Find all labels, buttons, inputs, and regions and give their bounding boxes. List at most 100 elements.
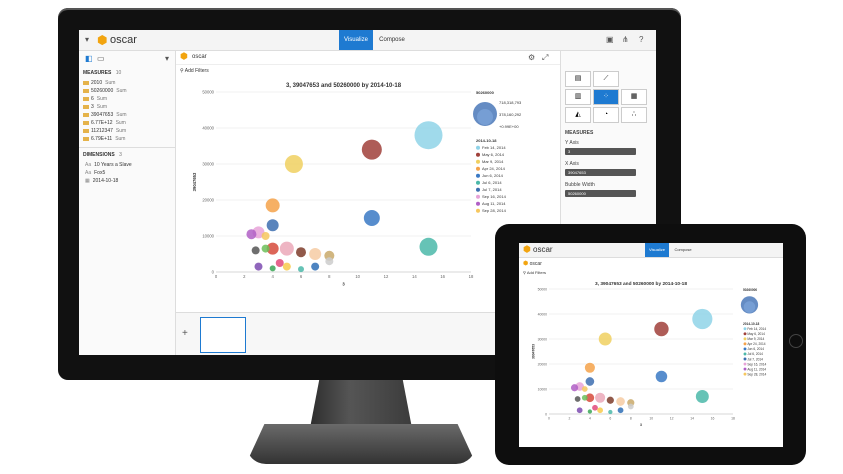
add-icon[interactable]: + [182,328,188,339]
color-legend-label: Sep 16, 2014 [482,194,507,199]
chart-type-scatter[interactable]: ∴ [621,107,647,123]
y-axis-field[interactable]: 3 [565,148,636,155]
share-icon[interactable]: ⋔ [622,35,629,44]
measure-icon [83,96,89,101]
tablet-x-tick-label: 16 [711,416,715,420]
chart-type-bubble[interactable]: ⁘ [593,89,619,105]
y-tick-label: 0 [212,270,215,275]
tablet-y-tick-label: 40000 [538,313,548,317]
tablet-y-axis-title: 39047653 [532,344,536,359]
chart-type-pie[interactable]: ◔ [593,107,619,123]
tab-compose[interactable]: Compose [379,37,405,43]
measure-item[interactable]: 3 Sum [83,103,127,111]
tablet-bubble-point [592,404,598,411]
expand-icon[interactable]: ⤢ [542,53,549,62]
dimension-item[interactable]: ▦ 2014-10-18 [85,178,119,184]
measure-icon [83,80,89,85]
size-legend-title: 50260000 [476,90,495,95]
tablet-tab-visualize[interactable]: Visualize [645,243,669,257]
color-legend-label: Feb 14, 2014 [482,145,506,150]
measure-icon [83,120,89,125]
color-legend-swatch [476,208,480,213]
measures-header: MEASURES 10 [83,70,122,76]
chart-type-bar[interactable]: ▤ [565,71,591,87]
color-legend-label: Jul 6, 2014 [482,180,502,185]
text-dimension-icon: Aa [85,162,92,168]
measure-item[interactable]: 39047653 Sum [83,111,127,119]
filter-icon: ⚲ [180,68,184,74]
measure-item[interactable]: 2010 Sum [83,79,127,87]
tablet-color-legend-swatch [743,367,747,371]
dropdown-icon[interactable]: ▾ [165,54,170,63]
add-filters[interactable]: ⚲ Add Filters [180,68,209,74]
home-button [789,334,803,348]
bubble-point [414,121,443,150]
tablet-color-legend-swatch [743,362,747,366]
chart-type-line[interactable]: ⟋ [593,71,619,87]
tablet-x-tick-label: 4 [589,416,591,420]
color-legend-swatch [476,145,480,150]
measure-item[interactable]: 6 Sum [83,95,127,103]
dimension-item[interactable]: Aa Fox5 [85,170,106,176]
measure-item[interactable]: 11212347 Sum [83,127,127,135]
tablet-bubble-point [617,407,624,414]
bubble-point [266,242,279,255]
tablet-doc-logo-icon: ⬢ [523,261,529,267]
measure-icon [83,88,89,93]
tablet-tab-compose[interactable]: Compose [674,247,692,252]
tablet-color-legend-swatch [743,332,747,336]
x-axis-label: X Axis [565,161,579,167]
tab-visualize[interactable]: Visualize [339,30,373,50]
text-dimension-icon: Aa [85,170,92,176]
tablet-topbar: ⬢ oscar Visualize Compose [519,243,783,258]
calendar-icon[interactable]: ▭ [97,54,105,63]
bubble-point [419,237,438,256]
measure-item[interactable]: 6.77E+12 Sum [83,119,127,127]
measure-item[interactable]: 6.79E+11 Sum [83,135,127,143]
x-tick-label: 16 [440,274,445,279]
bubble-point [309,248,322,260]
chart-type-treemap[interactable]: ▦ [621,89,647,105]
panel-icon[interactable]: ◧ [85,54,93,63]
tablet-color-legend-label: Mar 9, 2014 [747,337,764,341]
x-tick-label: 6 [300,274,303,279]
tablet-x-tick-label: 10 [649,416,653,420]
chart-type-area[interactable]: ◭ [565,107,591,123]
bubble-width-field[interactable]: 50260000 [565,190,636,197]
chart-type-column[interactable]: ▥ [565,89,591,105]
tablet-color-legend-swatch [743,342,747,346]
settings-icon[interactable]: ⚙ [528,53,536,62]
tablet-y-tick-label: 10000 [538,388,548,392]
tablet-color-legend-label: May 6, 2014 [747,332,765,336]
tablet-screen: ⬢ oscar Visualize Compose ⬢ oscar ⚲ Add … [519,243,783,447]
app-topbar: ▾ ⬢ oscar Visualize Compose ▣ ⋔ ? [79,30,656,51]
tablet-color-legend-label: Jul 7, 2014 [747,357,763,361]
tablet-bubble-point [570,384,579,392]
bubble-point [251,246,260,255]
color-legend-swatch [476,187,480,192]
color-legend-label: Jul 7, 2014 [482,187,502,192]
measure-item[interactable]: 50260000 Sum [83,87,127,95]
color-legend-swatch [476,180,480,185]
tablet-add-filters[interactable]: ⚲ Add Filters [523,270,546,275]
print-icon[interactable]: ▣ [606,35,614,44]
dimension-item[interactable]: Aa 10 Years a Slave [85,162,132,168]
tablet-color-legend-label: Sep 16, 2014 [747,362,766,366]
bubble-chart: 3, 39047653 and 50260000 by 2014-10-18 0 1… [192,83,522,286]
help-icon[interactable]: ? [639,35,644,44]
tablet-x-tick-label: 14 [690,416,694,420]
tablet-brand-name: oscar [533,245,553,254]
size-legend-label: +0.99E+00 [499,124,519,129]
size-legend-label: 378,160,292 [499,112,522,117]
caret-down-icon[interactable]: ▾ [85,35,90,44]
dimensions-header: DIMENSIONS 3 [83,152,122,158]
brand-name: oscar [110,34,137,46]
x-axis-field[interactable]: 39047653 [565,169,636,176]
color-legend-swatch [476,159,480,164]
x-tick-label: 10 [355,274,360,279]
tablet-x-tick-label: 18 [731,416,735,420]
tablet-x-tick-label: 0 [548,416,550,420]
bubble-point [363,210,380,226]
chart-thumbnail[interactable] [200,317,246,353]
